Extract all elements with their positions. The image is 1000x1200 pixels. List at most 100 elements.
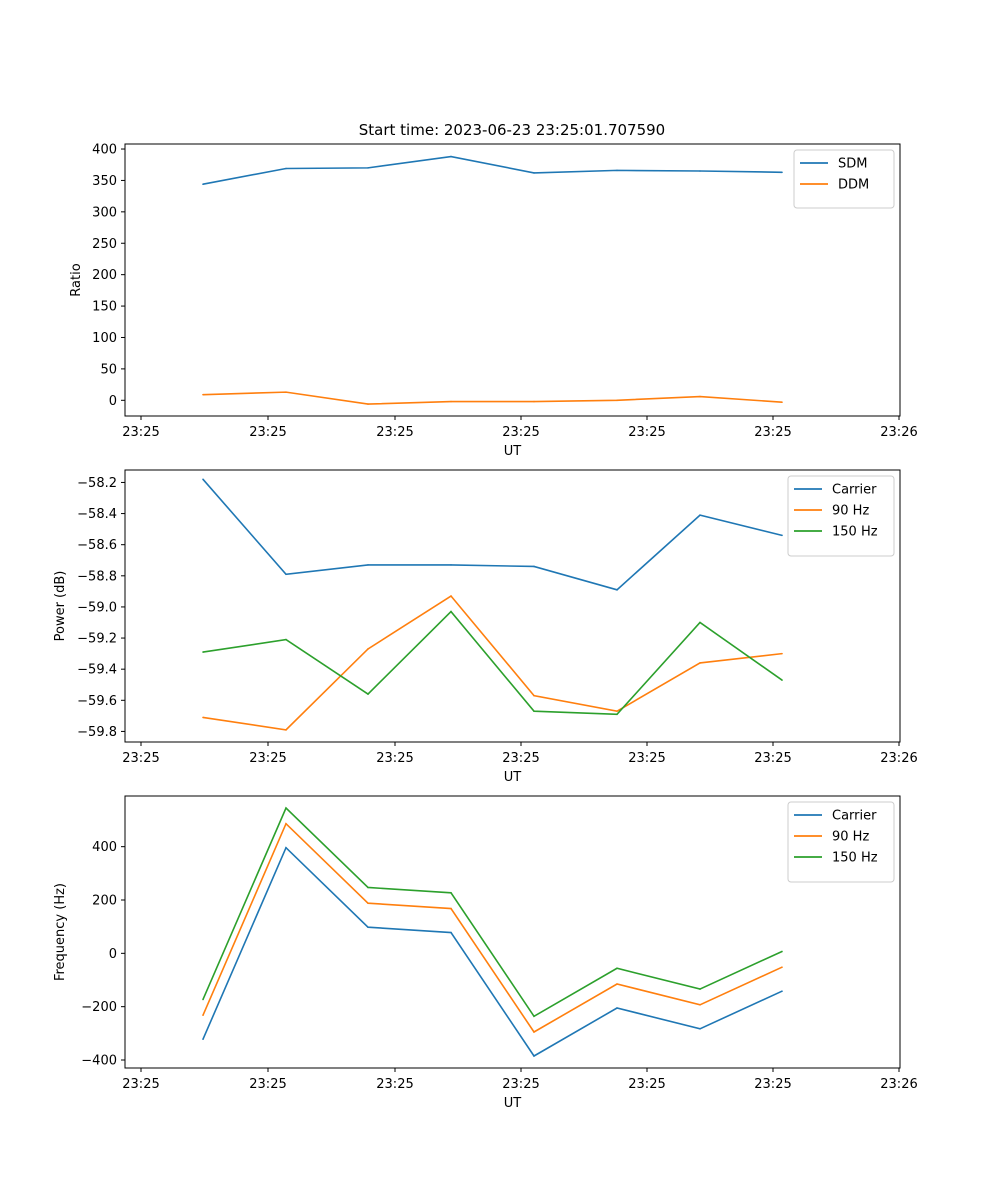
- data-point: [781, 990, 783, 992]
- series-line-150-hz: [202, 806, 783, 1018]
- data-point: [781, 401, 783, 403]
- data-point: [699, 395, 701, 398]
- y-tick-label: −59.8: [77, 725, 117, 740]
- y-tick-label: 200: [92, 894, 117, 909]
- y-tick-label: 400: [92, 143, 117, 158]
- series-line-carrier: [202, 846, 783, 1058]
- chart-panel-1: 23:25 23:25 23:25 23:25 23:25 23:25 23:26 UT 0 50…: [69, 143, 918, 459]
- data-point: [533, 565, 535, 568]
- data-point: [616, 169, 618, 172]
- data-point: [202, 998, 204, 1001]
- data-point: [781, 950, 783, 953]
- figure-title: Start time: 2023-06-23 23:25:01.707590: [359, 121, 665, 139]
- panels: 23:25 23:25 23:25 23:25 23:25 23:25 23:26 UT 0 50…: [53, 143, 918, 1111]
- series-line-ddm: [202, 391, 783, 405]
- data-point: [616, 713, 618, 716]
- y-tick-label: 250: [92, 237, 117, 252]
- y-axis-label: Power (dB): [53, 571, 68, 642]
- x-tick-label: 23:25: [502, 751, 539, 766]
- y-tick-label: −59.0: [77, 600, 117, 615]
- data-point: [202, 1014, 204, 1016]
- series-line-90-hz: [202, 822, 783, 1034]
- data-point: [533, 1055, 535, 1057]
- data-point: [533, 710, 535, 712]
- data-point: [285, 573, 287, 576]
- data-point: [367, 167, 369, 169]
- data-point: [367, 693, 369, 695]
- x-axis-label: UT: [504, 770, 522, 785]
- y-tick-label: 350: [92, 174, 117, 189]
- legend: SDM DDM: [793, 149, 895, 209]
- y-tick-label: 300: [92, 205, 117, 220]
- y-tick-label: −58.4: [77, 507, 117, 522]
- data-point: [285, 391, 287, 393]
- data-point: [285, 807, 287, 809]
- data-point: [367, 886, 369, 889]
- data-point: [367, 564, 369, 566]
- data-point: [367, 403, 369, 405]
- data-point: [450, 907, 452, 910]
- data-point: [202, 393, 204, 396]
- data-point: [367, 648, 369, 650]
- data-point: [285, 638, 287, 641]
- data-point: [202, 478, 204, 481]
- x-tick-label: 23:25: [376, 1077, 413, 1092]
- x-tick-label: 23:25: [376, 425, 413, 440]
- data-point: [367, 926, 369, 928]
- x-tick-label: 23:25: [122, 425, 159, 440]
- data-point: [202, 1038, 204, 1040]
- legend-box: [787, 475, 895, 557]
- y-tick-label: −58.6: [77, 538, 117, 553]
- y-tick-label: 100: [92, 331, 117, 346]
- x-tick-label: 23:25: [249, 1077, 286, 1092]
- chart-panel-3: 23:25 23:25 23:25 23:25 23:25 23:25 23:26 UT −40…: [53, 795, 918, 1111]
- data-point: [533, 694, 535, 697]
- x-tick-label: 23:25: [502, 425, 539, 440]
- data-point: [616, 399, 618, 402]
- data-point: [699, 170, 701, 172]
- data-point: [699, 514, 701, 516]
- x-tick-label: 23:25: [249, 425, 286, 440]
- x-tick-label: 23:25: [628, 751, 665, 766]
- y-tick-label: −200: [81, 1000, 117, 1015]
- data-point: [450, 892, 452, 894]
- y-tick-label: 0: [109, 947, 117, 962]
- data-point: [616, 710, 618, 712]
- data-point: [616, 967, 618, 970]
- axes-frame: [124, 143, 901, 417]
- data-point: [781, 171, 783, 174]
- legend-label: 90 Hz: [832, 504, 869, 519]
- x-tick-label: 23:25: [376, 751, 413, 766]
- legend-label: 150 Hz: [832, 851, 878, 866]
- legend-box: [793, 149, 895, 209]
- data-point: [202, 651, 204, 653]
- data-point: [616, 983, 618, 985]
- x-tick-label: 23:25: [754, 1077, 791, 1092]
- axes-frame: [124, 469, 901, 743]
- x-tick-label: 23:25: [754, 751, 791, 766]
- x-tick-label: 23:26: [880, 751, 917, 766]
- y-tick-label: −400: [81, 1054, 117, 1069]
- x-tick-label: 23:25: [122, 1077, 159, 1092]
- x-tick-label: 23:25: [754, 425, 791, 440]
- x-tick-label: 23:25: [628, 1077, 665, 1092]
- data-point: [450, 595, 452, 597]
- x-tick-label: 23:25: [122, 751, 159, 766]
- x-tick-label: 23:26: [880, 425, 917, 440]
- data-point: [781, 679, 783, 681]
- series-line-sdm: [202, 155, 783, 185]
- data-point: [616, 1007, 618, 1009]
- y-tick-label: −58.2: [77, 476, 117, 491]
- data-point: [450, 931, 452, 934]
- y-tick-label: 150: [92, 300, 117, 315]
- y-tick-label: −59.2: [77, 632, 117, 647]
- data-point: [533, 172, 535, 174]
- legend: Carrier 90 Hz 150 Hz: [787, 801, 895, 883]
- legend-label: DDM: [838, 178, 869, 193]
- data-point: [367, 902, 369, 904]
- series-line-150-hz: [202, 610, 783, 716]
- legend-box: [787, 801, 895, 883]
- y-tick-label: 50: [100, 362, 117, 377]
- data-point: [699, 988, 701, 990]
